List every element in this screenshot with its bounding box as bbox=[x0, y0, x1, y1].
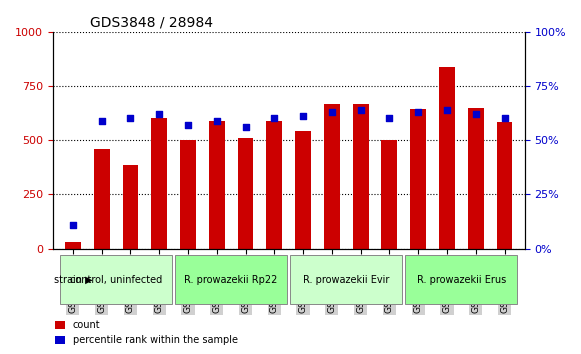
Point bbox=[327, 109, 336, 115]
Text: strain ▶: strain ▶ bbox=[54, 275, 93, 285]
Text: R. prowazekii Erus: R. prowazekii Erus bbox=[417, 275, 506, 285]
Bar bbox=[295, 131, 311, 249]
FancyBboxPatch shape bbox=[60, 255, 172, 304]
Bar bbox=[266, 121, 282, 249]
Point bbox=[241, 124, 250, 130]
Bar bbox=[94, 149, 110, 249]
Bar bbox=[439, 67, 455, 249]
Point bbox=[299, 113, 308, 119]
Point bbox=[270, 115, 279, 121]
Text: control, uninfected: control, uninfected bbox=[70, 275, 162, 285]
Bar bbox=[497, 122, 512, 249]
Point bbox=[212, 118, 221, 124]
Bar bbox=[151, 118, 167, 249]
Point bbox=[442, 107, 451, 113]
FancyBboxPatch shape bbox=[290, 255, 403, 304]
Bar bbox=[353, 104, 368, 249]
Point bbox=[155, 111, 164, 117]
Bar bbox=[65, 242, 81, 249]
Bar bbox=[238, 138, 253, 249]
Point bbox=[471, 111, 480, 117]
Point bbox=[414, 109, 423, 115]
Legend: count, percentile rank within the sample: count, percentile rank within the sample bbox=[51, 316, 242, 349]
Bar bbox=[382, 140, 397, 249]
Point bbox=[385, 115, 394, 121]
Point bbox=[500, 115, 509, 121]
FancyBboxPatch shape bbox=[405, 255, 518, 304]
Point bbox=[125, 115, 135, 121]
Point bbox=[68, 222, 77, 228]
Bar bbox=[180, 140, 196, 249]
Bar bbox=[209, 121, 225, 249]
Bar bbox=[324, 104, 340, 249]
Bar bbox=[410, 109, 426, 249]
Point bbox=[97, 118, 106, 124]
Text: R. prowazekii Rp22: R. prowazekii Rp22 bbox=[184, 275, 278, 285]
Point bbox=[184, 122, 193, 128]
Bar bbox=[123, 165, 138, 249]
Text: GDS3848 / 28984: GDS3848 / 28984 bbox=[91, 15, 213, 29]
FancyBboxPatch shape bbox=[175, 255, 287, 304]
Bar bbox=[468, 108, 483, 249]
Point bbox=[356, 107, 365, 113]
Text: R. prowazekii Evir: R. prowazekii Evir bbox=[303, 275, 389, 285]
